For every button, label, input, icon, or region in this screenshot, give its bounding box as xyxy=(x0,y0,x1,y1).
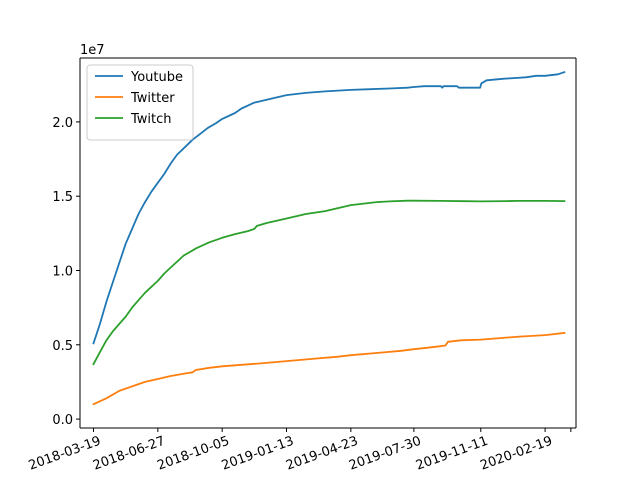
legend-label: Youtube xyxy=(130,70,183,85)
series-line-twitch xyxy=(92,199,566,366)
legend-label: Twitch xyxy=(130,112,172,127)
y-tick-label: 0.5 xyxy=(52,339,73,354)
y-tick-label: 1.5 xyxy=(52,190,73,205)
series-line-youtube xyxy=(92,70,566,345)
series-line-twitter xyxy=(92,331,566,406)
legend-box xyxy=(86,64,194,141)
series-layer xyxy=(92,70,566,406)
y-offset-label: 1e7 xyxy=(80,43,105,58)
legend-label: Twitter xyxy=(130,91,175,106)
y-tick-label: 1.0 xyxy=(52,264,73,279)
legend: Youtube Twitter Twitch xyxy=(86,64,194,141)
y-tick-label: 0.0 xyxy=(52,413,73,428)
y-tick-label: 2.0 xyxy=(52,116,73,131)
